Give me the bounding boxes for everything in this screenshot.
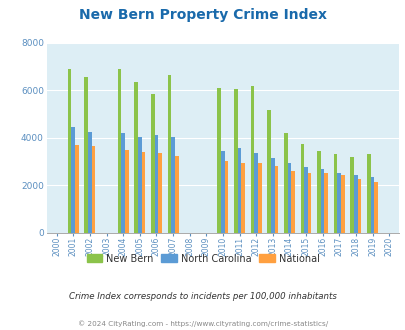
Bar xyxy=(220,151,224,233)
Bar xyxy=(320,169,324,233)
Bar xyxy=(68,69,71,233)
Bar xyxy=(266,111,270,233)
Bar xyxy=(270,158,274,233)
Bar xyxy=(154,135,158,233)
Bar xyxy=(370,177,373,233)
Bar xyxy=(121,133,125,233)
Bar xyxy=(340,175,344,233)
Bar xyxy=(307,173,311,233)
Bar xyxy=(125,149,128,233)
Bar xyxy=(283,133,287,233)
Bar xyxy=(316,151,320,233)
Bar xyxy=(141,152,145,233)
Bar xyxy=(167,75,171,233)
Bar xyxy=(357,179,360,233)
Bar xyxy=(353,175,357,233)
Bar xyxy=(217,88,220,233)
Bar xyxy=(333,154,337,233)
Bar xyxy=(88,132,92,233)
Bar xyxy=(274,166,277,233)
Bar xyxy=(151,94,154,233)
Text: Crime Index corresponds to incidents per 100,000 inhabitants: Crime Index corresponds to incidents per… xyxy=(69,292,336,301)
Bar xyxy=(237,148,241,233)
Bar xyxy=(117,69,121,233)
Bar xyxy=(138,137,141,233)
Bar xyxy=(366,154,370,233)
Bar xyxy=(75,145,79,233)
Bar xyxy=(337,173,340,233)
Bar xyxy=(290,171,294,233)
Bar xyxy=(84,77,88,233)
Bar xyxy=(250,85,254,233)
Bar xyxy=(300,144,303,233)
Bar xyxy=(134,82,138,233)
Bar xyxy=(92,146,95,233)
Text: New Bern Property Crime Index: New Bern Property Crime Index xyxy=(79,8,326,22)
Bar xyxy=(257,163,261,233)
Text: © 2024 CityRating.com - https://www.cityrating.com/crime-statistics/: © 2024 CityRating.com - https://www.city… xyxy=(78,320,327,327)
Bar xyxy=(175,155,178,233)
Bar xyxy=(171,137,175,233)
Bar xyxy=(224,161,228,233)
Bar xyxy=(71,127,75,233)
Bar xyxy=(373,182,377,233)
Bar xyxy=(158,153,162,233)
Bar xyxy=(233,89,237,233)
Bar xyxy=(303,167,307,233)
Bar xyxy=(254,153,257,233)
Bar xyxy=(287,163,290,233)
Bar xyxy=(241,163,244,233)
Bar xyxy=(324,173,327,233)
Legend: New Bern, North Carolina, National: New Bern, North Carolina, National xyxy=(83,249,322,267)
Bar xyxy=(350,157,353,233)
